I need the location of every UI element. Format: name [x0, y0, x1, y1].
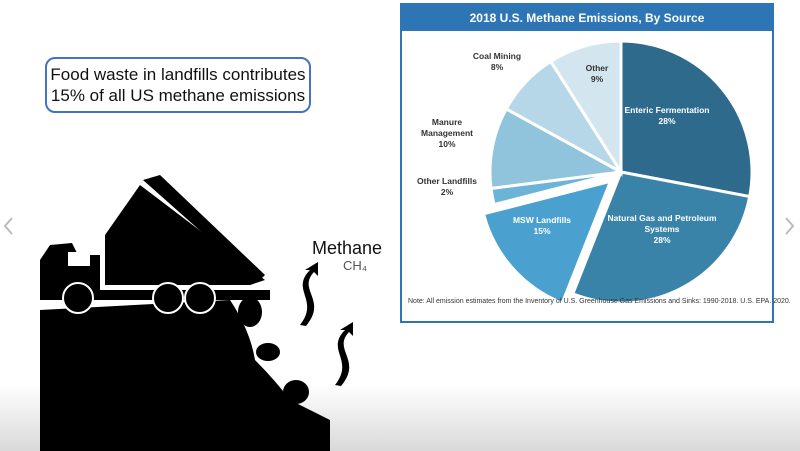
slice-name: Other [585, 63, 609, 73]
methane-arrow [300, 262, 318, 326]
landfill [40, 300, 330, 451]
slice-name: MSW Landfills [512, 215, 572, 225]
pie-slice [570, 170, 752, 305]
callout: Food waste in landfills contributes 15% … [45, 57, 311, 113]
pie-chart [481, 39, 754, 306]
slice-label: Enteric Fermentation 28% [612, 105, 722, 127]
slice-value: 8% [490, 62, 504, 72]
slice-value: 15% [533, 226, 551, 236]
slice-name: Enteric Fermentation [624, 105, 710, 115]
pie-slice [548, 39, 623, 178]
truck-bed [105, 185, 265, 285]
pie-slice [488, 106, 626, 191]
prev-arrow[interactable] [3, 217, 13, 235]
slice-value: 10% [438, 139, 456, 149]
formula: CH₄ [343, 258, 368, 273]
truck-door [143, 175, 265, 282]
slice-label: Other Landfills 2% [392, 176, 502, 198]
wheel [62, 282, 94, 314]
chart-title: 2018 U.S. Methane Emissions, By Source [402, 5, 772, 31]
methane-arrow [335, 322, 353, 386]
slice-label: Manure Management 10% [392, 117, 502, 150]
garbage-bag [238, 297, 262, 327]
slice-value: 9% [590, 74, 604, 84]
garbage-bag [283, 380, 309, 404]
slice-label: Other 9% [542, 63, 652, 85]
slice-value: 28% [653, 235, 671, 245]
wheel [152, 282, 184, 314]
slice-name: Manure Management [421, 117, 473, 138]
chart-note: Note: All emission estimates from the In… [408, 298, 791, 305]
slice-value: 28% [658, 116, 676, 126]
slice-name: Coal Mining [472, 51, 522, 61]
slice-name: Other Landfills [417, 176, 477, 186]
pie-slice [481, 179, 613, 306]
slice-value: 2% [440, 187, 454, 197]
slice-label: MSW Landfills 15% [487, 215, 597, 237]
truck-window [68, 252, 90, 266]
slice-label: Coal Mining 8% [442, 51, 552, 73]
pie-slice [619, 39, 754, 199]
wheel [184, 282, 216, 314]
slice-name: Natural Gas and Petroleum Systems [607, 213, 717, 234]
garbage-bag [256, 343, 280, 361]
truck-cab [40, 243, 270, 300]
chart-panel: 2018 U.S. Methane Emissions, By Source N… [400, 3, 791, 323]
next-arrow[interactable] [785, 217, 795, 235]
slice-label: Natural Gas and Petroleum Systems 28% [607, 213, 717, 246]
methane-label: Methane [312, 238, 383, 258]
